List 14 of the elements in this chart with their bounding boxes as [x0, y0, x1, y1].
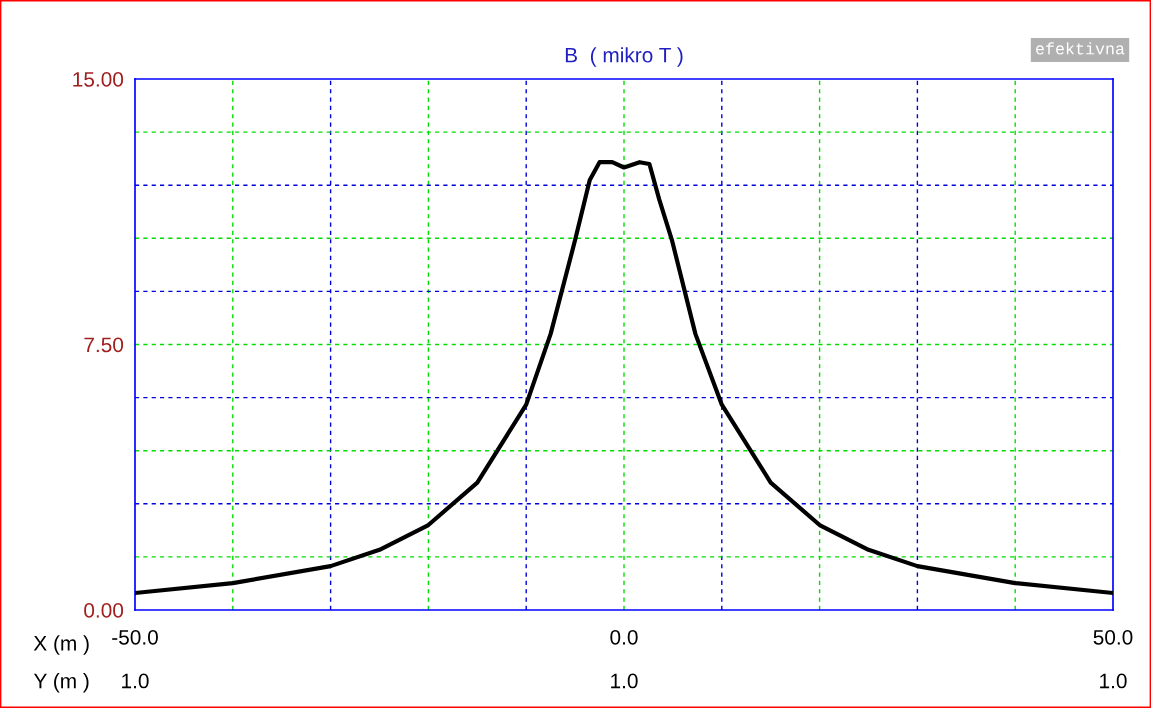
text: 1.0: [122, 673, 149, 689]
line-series: [135, 160, 1113, 596]
chart-title: B ( mikro T ): [565, 47, 683, 67]
x-axis-title: X (m ): [33, 635, 89, 655]
y-tick-label: 0.00: [84, 603, 124, 618]
y-tick-label: 7.50: [84, 337, 124, 353]
x-tick-label: -50.0: [112, 629, 158, 645]
text: efektivna: [1036, 42, 1125, 55]
text: 1.0: [611, 673, 638, 689]
y-tick-label: 15.00: [73, 72, 124, 87]
x-tick-label: 0.0: [610, 629, 638, 645]
x-tick-label: 50.0: [1093, 629, 1133, 645]
text: 1.0: [1100, 673, 1127, 689]
text: Y (m ): [33, 673, 89, 693]
